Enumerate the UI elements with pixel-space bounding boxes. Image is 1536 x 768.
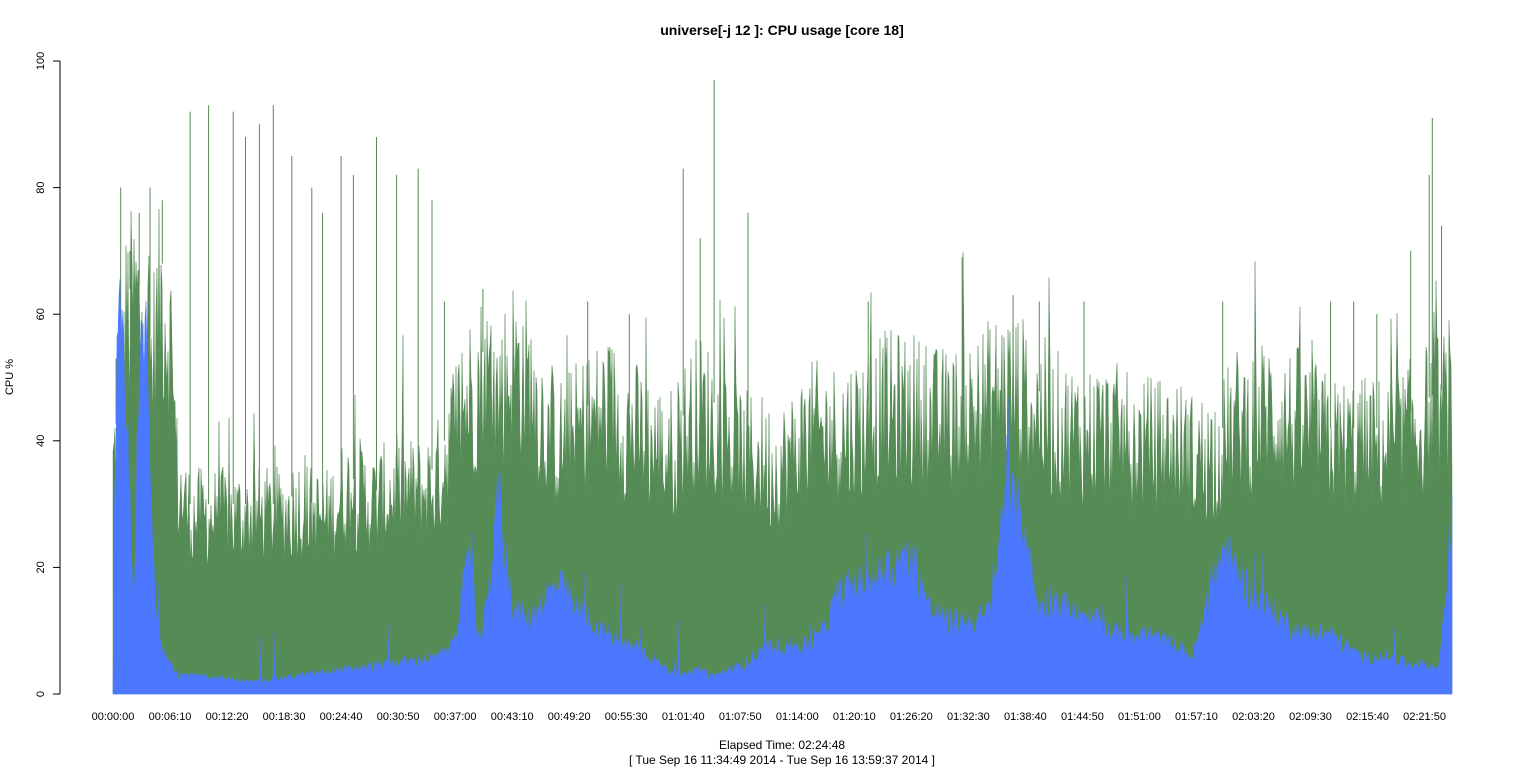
x-tick-label-18: 01:51:00 — [1118, 711, 1161, 723]
y-tick-label-2: 40 — [35, 435, 47, 447]
x-tick-label-16: 01:38:40 — [1004, 711, 1047, 723]
x-tick-label-17: 01:44:50 — [1061, 711, 1104, 723]
series-0 — [112, 80, 1453, 695]
x-tick-label-19: 01:57:10 — [1175, 711, 1218, 723]
x-tick-label-15: 01:32:30 — [947, 711, 990, 723]
x-tick-label-5: 00:30:50 — [377, 711, 420, 723]
x-tick-label-13: 01:20:10 — [833, 711, 876, 723]
y-axis-label: CPU % — [4, 359, 16, 395]
time-range-subtitle: [ Tue Sep 16 11:34:49 2014 - Tue Sep 16 … — [629, 753, 935, 767]
y-tick-label-0: 0 — [35, 691, 47, 697]
x-tick-label-4: 00:24:40 — [320, 711, 363, 723]
y-tick-label-1: 20 — [35, 561, 47, 573]
x-tick-label-14: 01:26:20 — [890, 711, 933, 723]
x-tick-label-7: 00:43:10 — [491, 711, 534, 723]
x-tick-label-23: 02:21:50 — [1403, 711, 1446, 723]
x-tick-label-9: 00:55:30 — [605, 711, 648, 723]
y-tick-label-3: 60 — [35, 308, 47, 320]
x-tick-label-22: 02:15:40 — [1346, 711, 1389, 723]
x-tick-label-21: 02:09:30 — [1289, 711, 1332, 723]
x-axis-label: Elapsed Time: 02:24:48 — [719, 738, 845, 752]
y-tick-label-5: 100 — [35, 52, 47, 70]
chart-title: universe[-j 12 ]: CPU usage [core 18] — [660, 22, 904, 38]
x-tick-label-12: 01:14:00 — [776, 711, 819, 723]
series-1-area — [112, 279, 1453, 695]
x-tick-label-6: 00:37:00 — [434, 711, 477, 723]
y-tick-label-4: 80 — [35, 181, 47, 193]
series-0-area — [112, 208, 1453, 695]
x-axis: 00:00:00 00:06:10 00:12:20 00:18:30 00:24:40… — [92, 711, 1446, 723]
x-tick-label-20: 02:03:20 — [1232, 711, 1275, 723]
y-axis: 0 20 40 60 80 100 — [35, 52, 61, 697]
series-1 — [112, 279, 1453, 695]
x-tick-label-1: 00:06:10 — [149, 711, 192, 723]
plot-area — [112, 80, 1453, 695]
x-tick-label-10: 01:01:40 — [662, 711, 705, 723]
x-tick-label-11: 01:07:50 — [719, 711, 762, 723]
x-tick-label-3: 00:18:30 — [263, 711, 306, 723]
x-tick-label-2: 00:12:20 — [206, 711, 249, 723]
x-tick-label-8: 00:49:20 — [548, 711, 591, 723]
x-tick-label-0: 00:00:00 — [92, 711, 135, 723]
